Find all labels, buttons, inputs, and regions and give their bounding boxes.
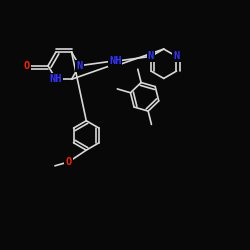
Text: NH: NH [50, 74, 62, 84]
Text: H: H [115, 60, 120, 69]
Text: NH: NH [109, 56, 122, 66]
Text: O: O [23, 61, 30, 71]
Text: N: N [148, 51, 154, 61]
Text: N: N [114, 59, 121, 69]
Text: N: N [173, 51, 180, 61]
Text: N: N [76, 61, 82, 71]
Text: O: O [66, 157, 72, 167]
